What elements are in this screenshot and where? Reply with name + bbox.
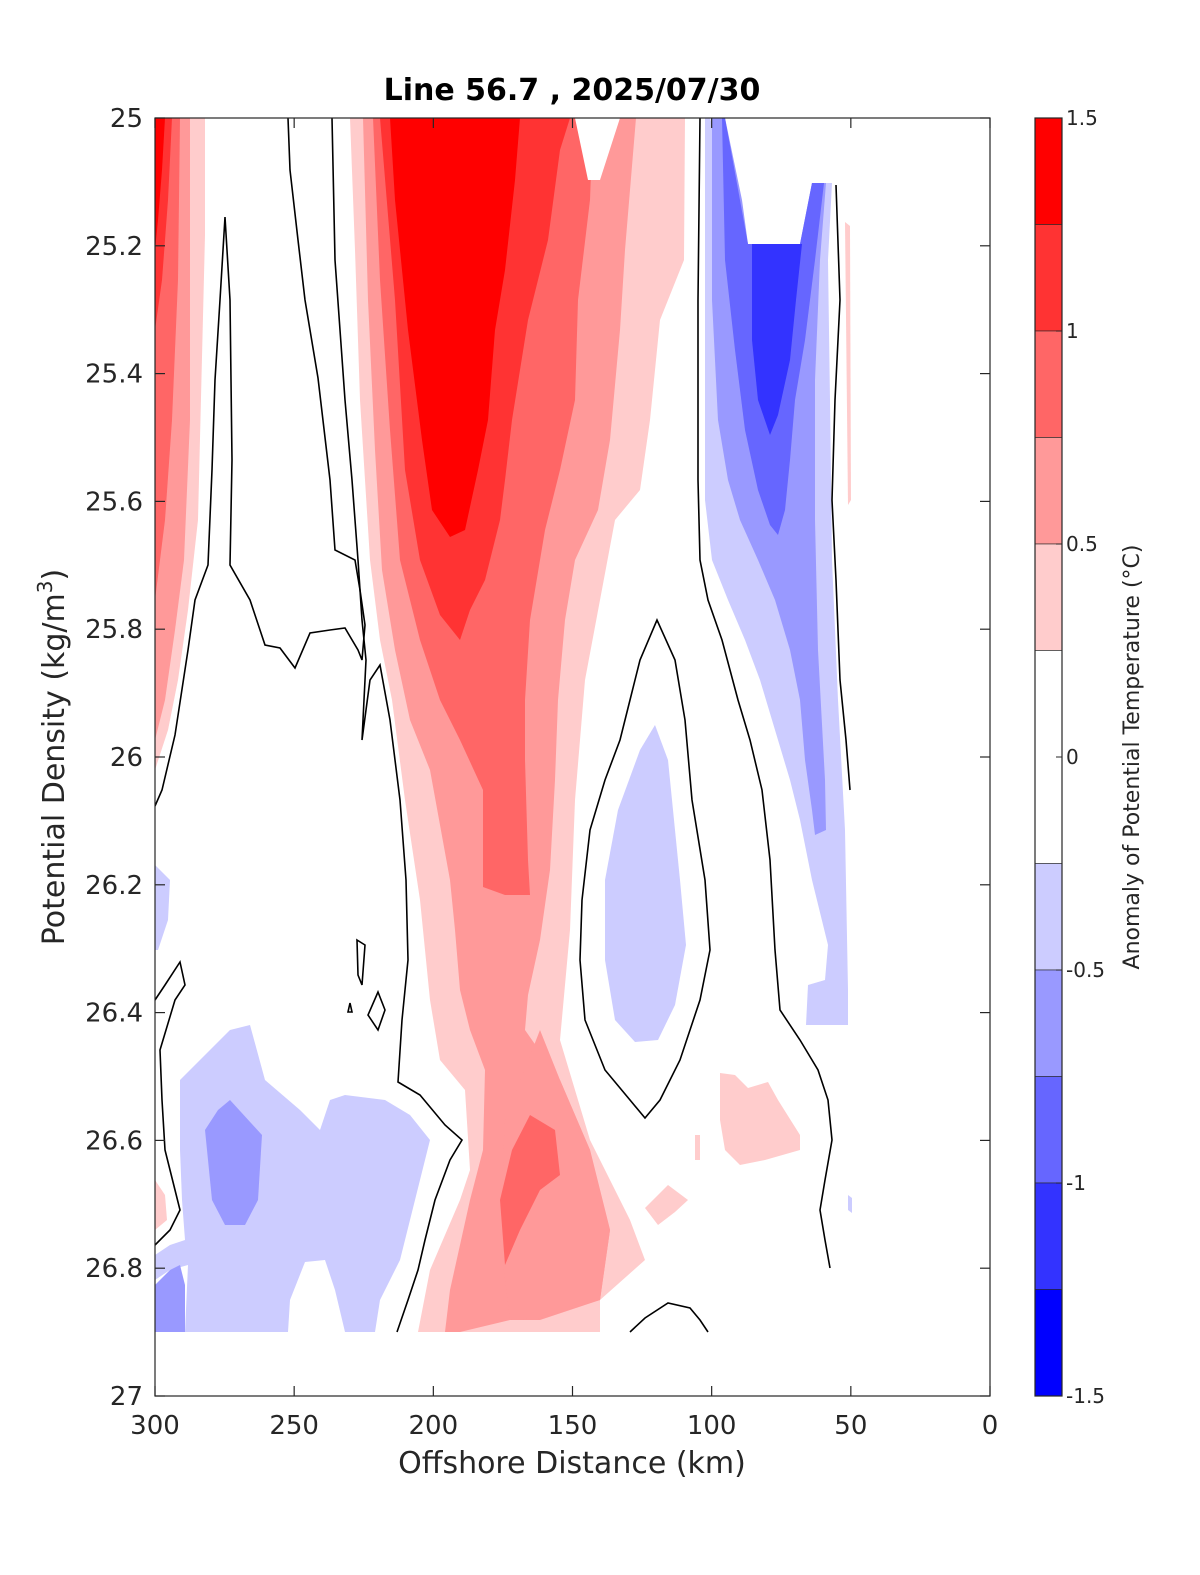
colorbar-swatch	[1034, 224, 1063, 332]
y-tick-label: 25	[110, 104, 143, 134]
x-tick-label: 300	[130, 1411, 180, 1441]
warm-deep-lvl2	[500, 1115, 560, 1265]
cool-deep-lvl2	[205, 1100, 262, 1225]
zero-contour-7	[697, 118, 833, 1269]
zero-contour-10	[629, 1302, 709, 1333]
warm-tongue-lvl5	[390, 118, 520, 537]
warm-patch-small-2	[645, 1185, 688, 1225]
y-tick-label: 26.8	[85, 1254, 143, 1284]
x-axis: 300 250 200 150 100 50 0	[130, 118, 998, 1441]
colorbar-tick-label: 1	[1066, 319, 1079, 343]
x-tick-label: 200	[409, 1411, 459, 1441]
y-axis: 25 25.2 25.4 25.6 25.8 26 26.2 26.4 26.6 26.8 27	[85, 104, 990, 1412]
colorbar-tick-label: -0.5	[1066, 958, 1105, 982]
y-axis-label-superscript: 3	[33, 580, 57, 593]
warm-patch-small	[695, 1135, 700, 1160]
x-tick-label: 150	[548, 1411, 598, 1441]
warm-offshore-lvl5	[155, 118, 165, 250]
contour-fill-layer	[155, 118, 852, 1332]
colorbar-swatch	[1034, 1182, 1063, 1290]
chart-title: Line 56.7 , 2025/07/30	[384, 73, 761, 108]
cool-lens	[605, 725, 686, 1042]
zero-contour-4	[356, 938, 366, 986]
zero-contour-6	[347, 1002, 353, 1013]
cool-offshore-edge	[155, 865, 170, 950]
colorbar-swatch	[1034, 330, 1063, 438]
y-tick-label: 25.6	[85, 487, 143, 517]
colorbar: 1.5 1 0.5 0 -0.5 -1 -1.5	[1034, 106, 1105, 1408]
colorbar-tick-label: 0.5	[1066, 532, 1098, 556]
colorbar-tick-label: -1	[1066, 1171, 1086, 1195]
zero-contour-9	[579, 618, 711, 1120]
colorbar-swatch	[1034, 1289, 1063, 1397]
y-axis-label-main: Potential Density (kg/m	[37, 593, 72, 945]
colorbar-tick-label: -1.5	[1066, 1384, 1105, 1408]
zero-contour-3	[331, 118, 464, 1333]
colorbar-label: Anomaly of Potential Temperature (°C)	[1120, 545, 1145, 970]
zero-contour-5	[367, 989, 386, 1032]
x-tick-label: 250	[269, 1411, 319, 1441]
colorbar-swatch	[1034, 863, 1063, 971]
warm-notch	[575, 118, 620, 180]
colorbar-tick-label: 0	[1066, 745, 1079, 769]
cool-nearshore-dot	[848, 1195, 852, 1213]
cool-deep-lvl2b	[155, 1265, 185, 1332]
x-axis-label: Offshore Distance (km)	[398, 1446, 746, 1481]
y-tick-label: 26	[110, 743, 143, 773]
y-tick-label: 26.4	[85, 999, 143, 1029]
x-tick-label: 100	[687, 1411, 737, 1441]
zero-contour-1	[155, 118, 366, 807]
y-tick-label: 25.2	[85, 232, 143, 262]
colorbar-swatch	[1034, 117, 1063, 225]
y-tick-label: 26.6	[85, 1126, 143, 1156]
y-tick-label: 25.4	[85, 360, 143, 390]
y-tick-label: 27	[110, 1382, 143, 1412]
y-tick-label: 25.8	[85, 615, 143, 645]
colorbar-swatch	[1034, 1076, 1063, 1184]
zero-contour-lines	[155, 118, 851, 1333]
x-tick-label: 0	[982, 1411, 999, 1441]
warm-offshore-deep	[155, 1180, 167, 1230]
x-tick-label: 50	[834, 1411, 867, 1441]
cool-nearshore-strip	[845, 222, 851, 505]
cool-nearshore-lvl4	[752, 244, 802, 435]
zero-contour-8	[831, 184, 851, 791]
y-axis-label: Potential Density (kg/m3)	[33, 569, 72, 945]
y-tick-label: 26.2	[85, 871, 143, 901]
cool-deep-lvl1	[155, 1025, 430, 1332]
y-axis-label-close: )	[37, 569, 72, 581]
colorbar-swatch	[1034, 969, 1063, 1077]
colorbar-swatch	[1034, 437, 1063, 545]
colorbar-swatch	[1034, 543, 1063, 651]
zero-contour-2	[155, 959, 186, 1246]
colorbar-tick-label: 1.5	[1066, 106, 1098, 130]
warm-patch-nearshore	[720, 1073, 800, 1165]
